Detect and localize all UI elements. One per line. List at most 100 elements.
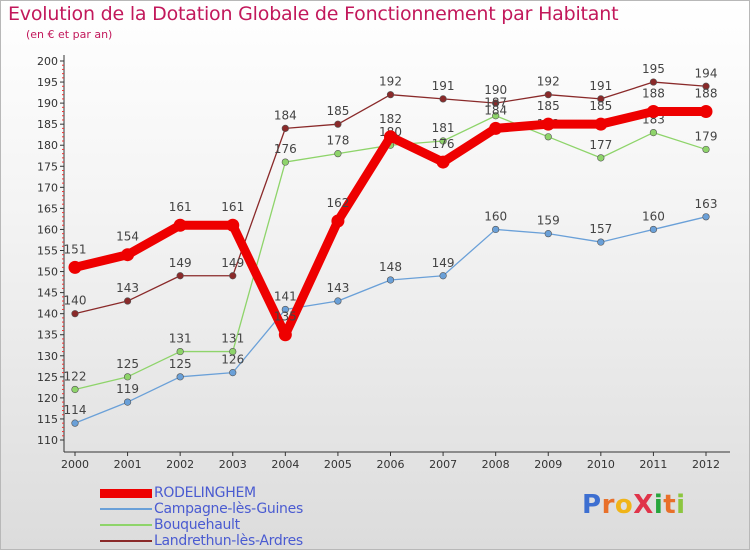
- data-point: [176, 347, 184, 356]
- data-point: [123, 398, 132, 406]
- data-point: [439, 137, 447, 145]
- y-tick-label: 150: [37, 266, 58, 279]
- data-label: 119: [116, 382, 139, 396]
- legend-item: Landrethun-lès-Ardres: [100, 533, 303, 549]
- x-tick-label: 2005: [324, 458, 352, 471]
- chart-title: Evolution de la Dotation Globale de Fonc…: [8, 3, 619, 25]
- data-label: 157: [589, 222, 612, 236]
- data-label: 143: [116, 281, 139, 295]
- data-point: [278, 328, 292, 342]
- data-label: 125: [169, 357, 192, 371]
- data-label: 188: [695, 87, 718, 101]
- legend-label: Bouquehault: [154, 517, 240, 533]
- data-point: [702, 145, 710, 154]
- data-label: 192: [537, 75, 560, 89]
- data-label: 135: [274, 310, 297, 324]
- chart-subtitle: (en € et par an): [26, 28, 113, 41]
- data-label: 190: [484, 83, 507, 97]
- data-point: [649, 128, 658, 137]
- logo-letter: o: [614, 490, 634, 520]
- data-point: [439, 95, 447, 103]
- data-point: [331, 214, 345, 228]
- data-label: 185: [537, 99, 560, 113]
- x-tick-label: 2009: [534, 458, 562, 471]
- data-label: 191: [432, 79, 455, 93]
- legend-item: Bouquehault: [100, 517, 303, 533]
- data-label: 184: [484, 103, 507, 117]
- data-point: [702, 213, 710, 221]
- y-tick-label: 175: [37, 160, 58, 173]
- data-point: [386, 91, 395, 99]
- data-label: 149: [221, 256, 244, 270]
- data-label: 162: [326, 196, 349, 210]
- data-label: 182: [379, 112, 402, 126]
- data-label: 192: [379, 75, 402, 89]
- data-label: 161: [221, 200, 244, 214]
- data-label: 188: [642, 87, 665, 101]
- data-point: [71, 385, 79, 394]
- data-point: [544, 230, 552, 238]
- series-line: [74, 115, 707, 391]
- data-point: [334, 120, 342, 128]
- data-point: [386, 276, 395, 284]
- data-point: [492, 225, 500, 234]
- data-label: 176: [274, 142, 297, 156]
- data-point: [702, 82, 710, 90]
- logo-letter: P: [582, 490, 602, 520]
- data-point: [71, 310, 79, 318]
- data-label: 187: [484, 96, 507, 110]
- logo-letter: t: [663, 490, 677, 520]
- y-tick-label: 120: [37, 392, 58, 405]
- data-point: [436, 155, 450, 169]
- data-label: 161: [169, 200, 192, 214]
- y-tick-label: 110: [37, 434, 58, 447]
- series-line: [74, 216, 707, 424]
- data-point: [281, 305, 289, 314]
- data-label: 149: [169, 256, 192, 270]
- x-tick-label: 2006: [377, 458, 405, 471]
- data-point: [699, 105, 713, 119]
- data-label: 131: [221, 332, 244, 346]
- data-point: [68, 260, 82, 274]
- data-label: 131: [169, 332, 192, 346]
- data-point: [489, 121, 503, 135]
- data-label: 143: [326, 281, 349, 295]
- data-point: [281, 124, 289, 132]
- data-point: [594, 117, 608, 131]
- x-tick-label: 2004: [271, 458, 299, 471]
- data-point: [649, 78, 658, 86]
- data-point: [492, 99, 500, 107]
- data-point: [646, 105, 660, 119]
- legend: RODELINGHEM Campagne-lès-Guines Bouquehaul…: [100, 485, 303, 549]
- x-tick-label: 2011: [639, 458, 667, 471]
- data-point: [226, 218, 240, 232]
- proxiti-logo: ProXiti: [582, 490, 686, 520]
- data-label: 148: [379, 260, 402, 274]
- data-point: [492, 112, 500, 120]
- y-tick-label: 125: [37, 371, 58, 384]
- logo-letter: i: [676, 490, 686, 520]
- data-label: 160: [642, 209, 665, 223]
- data-label: 151: [64, 242, 87, 256]
- data-label: 125: [116, 357, 139, 371]
- data-label: 194: [695, 66, 718, 80]
- legend-swatch: [100, 540, 152, 542]
- legend-label: Campagne-lès-Guines: [154, 501, 303, 517]
- data-point: [71, 419, 79, 427]
- data-label: 177: [589, 138, 612, 152]
- y-tick-label: 200: [37, 55, 58, 68]
- data-label: 176: [432, 137, 455, 151]
- data-point: [229, 369, 237, 377]
- data-point: [176, 373, 184, 381]
- data-point: [649, 225, 658, 234]
- y-tick-label: 140: [37, 308, 58, 321]
- x-tick-label: 2008: [482, 458, 510, 471]
- legend-label: RODELINGHEM: [154, 485, 256, 501]
- data-label: 178: [326, 134, 349, 148]
- legend-label: Landrethun-lès-Ardres: [154, 533, 303, 549]
- data-point: [334, 150, 342, 158]
- data-label: 140: [64, 294, 87, 308]
- legend-item: RODELINGHEM: [100, 485, 303, 501]
- data-label: 185: [589, 99, 612, 113]
- legend-swatch: [100, 508, 152, 510]
